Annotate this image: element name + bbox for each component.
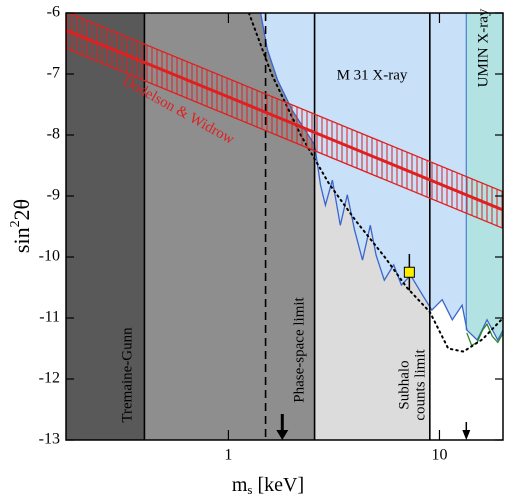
band-line [67,13,503,193]
y-tick-label: -11 [39,309,60,326]
y-tick-label: -13 [39,431,60,448]
y-tick-label: -7 [47,65,60,82]
x-label-part: [keV] [252,474,304,496]
x-tick-label: 1 [224,447,232,464]
band-line [66,47,503,229]
limit-label: counts limit [412,349,428,421]
x-label-part: m [232,474,248,496]
x-tick-label: 10 [431,447,447,464]
y-tick-label: -6 [47,4,60,21]
frame [65,12,504,441]
series-label: M 31 X-ray [337,67,408,83]
limit-label: Subhalo [396,360,412,409]
arrow-head [276,430,289,440]
y-tick-label: -8 [47,126,60,143]
y-label-sup: 2 [8,220,23,227]
plot-area [66,13,503,440]
data-point [403,266,415,278]
y-label-part: sin [9,227,34,253]
arrow-head [462,430,471,440]
y-tick-label: -10 [39,248,60,265]
y-tick-label: -12 [39,370,60,387]
region [66,13,145,440]
y-tick-label: -9 [47,187,60,204]
umin-label: UMIN X-ray [475,8,491,87]
limit-label: Tremaine-Gunn [119,327,135,423]
x-axis-label: ms [keV] [232,474,304,497]
y-label-part: 2θ [9,199,34,221]
umin-exclusion [466,13,503,340]
band-line [66,28,503,212]
limit-label: Phase-space limit [291,296,307,402]
x-label-sub: s [247,482,252,497]
y-axis-label: sin22θ [8,199,34,253]
